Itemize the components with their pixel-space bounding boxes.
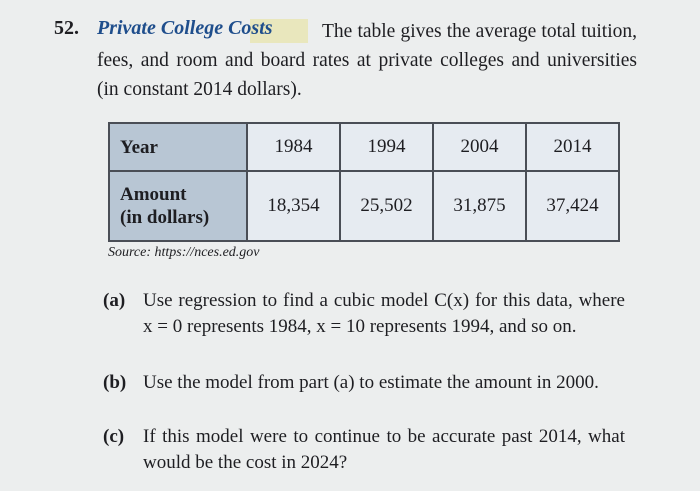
header-cell: 2014	[525, 122, 620, 172]
part-label: (a)	[103, 290, 126, 311]
part-text: Use the model from part (a) to estimate …	[143, 372, 599, 393]
cell: 37,424	[525, 170, 620, 242]
data-table: Year 1984 1994 2004 2014 Amount (in dolla…	[108, 122, 620, 242]
header-cell: 2004	[432, 122, 527, 172]
cell: 18,354	[246, 170, 341, 242]
intro: The table gives the average total tuitio…	[97, 21, 637, 100]
highlight	[250, 19, 308, 43]
part: (b) Use the model from part (a) to estima…	[103, 370, 625, 396]
header-cell: 1984	[246, 122, 341, 172]
cell: 25,502	[339, 170, 434, 242]
part-label: (c)	[103, 426, 125, 447]
header-cell: 1994	[339, 122, 434, 172]
part-text: If this model were to continue to be acc…	[143, 426, 625, 473]
problem-number: 52.	[54, 17, 79, 39]
cell: 31,875	[432, 170, 527, 242]
row-label-line: (in dollars)	[120, 207, 210, 228]
problem-title: Private College Costs	[97, 17, 273, 39]
part-text: Use regression to find a cubic model C(x…	[143, 290, 625, 337]
part: (c) If this model were to continue to be …	[103, 424, 625, 476]
row-label-line: Amount	[120, 184, 187, 205]
part-label: (b)	[103, 372, 127, 393]
source: Source: https://nces.ed.gov	[108, 245, 260, 260]
header-cell: Year	[108, 122, 248, 172]
part: (a) Use regression to find a cubic model …	[103, 288, 625, 340]
row-label: Amount (in dollars)	[108, 170, 248, 242]
